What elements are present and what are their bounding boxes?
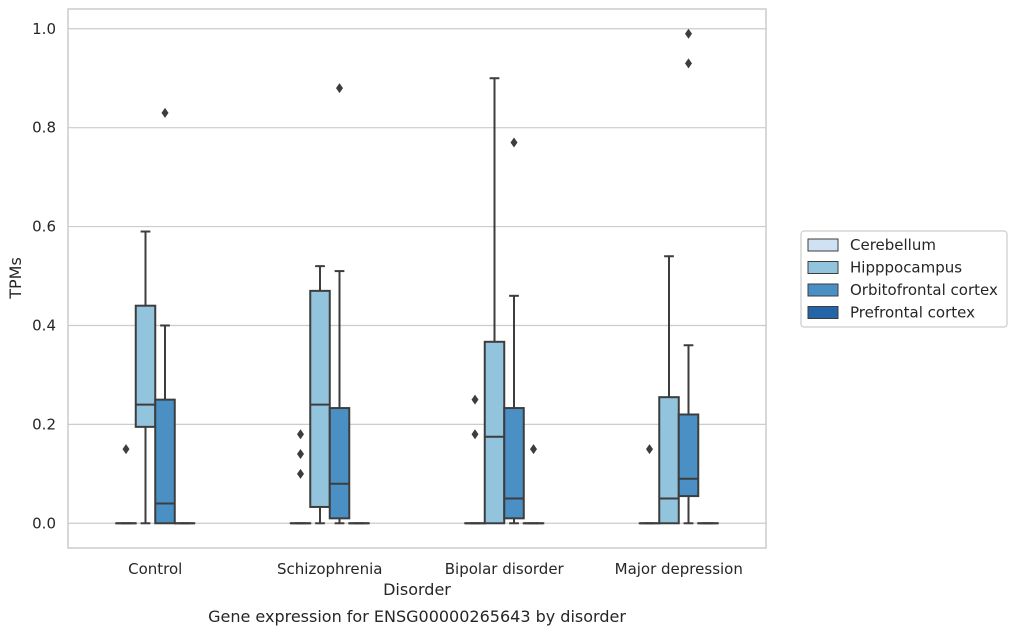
legend-swatch — [807, 261, 839, 274]
box — [154, 107, 176, 525]
box-body — [134, 304, 157, 428]
series-prefrontal-cortex — [173, 444, 719, 525]
box-body — [309, 289, 331, 508]
outlier-point — [646, 444, 653, 455]
y-tick-label: 0.0 — [32, 514, 56, 532]
x-tick-label: Major depression — [615, 560, 743, 578]
box — [464, 394, 486, 525]
outlier-point — [297, 429, 304, 440]
box — [503, 137, 525, 525]
outlier-point — [685, 28, 692, 39]
y-tick-label: 1.0 — [32, 20, 56, 38]
box-body — [503, 407, 525, 520]
legend-swatch — [807, 238, 839, 252]
y-axis-label: TPMs — [6, 257, 25, 300]
y-tick-label: 0.4 — [32, 316, 56, 334]
box — [483, 77, 506, 525]
box — [134, 230, 157, 525]
box — [677, 28, 700, 525]
x-tick-label: Bipolar disorder — [445, 560, 565, 578]
box-body — [677, 413, 700, 498]
outlier-point — [122, 444, 130, 455]
legend-label: Hipppocampus — [850, 259, 962, 277]
legend-frame — [800, 230, 1008, 328]
x-axis-ticks: Control Schizophrenia Bipolar disorder Majo… — [128, 560, 743, 578]
box — [309, 265, 331, 525]
legend-swatch — [807, 306, 839, 319]
series-orbitofrontal-cortex — [154, 28, 700, 525]
box — [638, 444, 661, 525]
box-body — [483, 340, 506, 525]
legend-label: Orbitofrontal cortex — [850, 281, 998, 299]
box-body — [154, 398, 176, 525]
series-cerebellum — [115, 394, 661, 525]
y-tick-label: 0.2 — [32, 415, 56, 433]
legend: Cerebellum Hipppocampus Orbitofrontal cort… — [800, 230, 1008, 328]
chart-caption: Gene expression for ENSG00000265643 by d… — [208, 607, 626, 626]
legend-label: Prefrontal cortex — [850, 304, 975, 322]
outlier-point — [161, 107, 169, 118]
box — [115, 444, 137, 525]
box-body — [328, 407, 351, 520]
plot-area-frame — [67, 8, 767, 549]
outlier-point — [685, 58, 692, 69]
x-tick-label: Control — [128, 560, 182, 578]
outlier-point — [530, 444, 537, 455]
series-hipppocampus — [134, 77, 680, 525]
box — [289, 429, 312, 525]
y-tick-label: 0.8 — [32, 119, 56, 137]
x-tick-label: Schizophrenia — [277, 560, 382, 578]
box — [658, 255, 680, 525]
legend-swatch — [807, 283, 839, 297]
outlier-point — [297, 468, 304, 479]
box-series — [115, 28, 719, 525]
box — [328, 83, 351, 525]
legend-label: Cerebellum — [850, 236, 936, 254]
y-tick-label: 0.6 — [32, 218, 56, 236]
outlier-point — [297, 449, 304, 460]
outlier-point — [336, 83, 343, 94]
box-body — [658, 396, 680, 525]
y-axis-ticks: 0.0 0.2 0.4 0.6 0.8 1.0 — [32, 20, 56, 532]
box — [522, 444, 545, 525]
outlier-point — [471, 394, 479, 405]
outlier-point — [510, 137, 518, 148]
outlier-point — [471, 429, 479, 440]
x-axis-label: Disorder — [383, 580, 451, 599]
